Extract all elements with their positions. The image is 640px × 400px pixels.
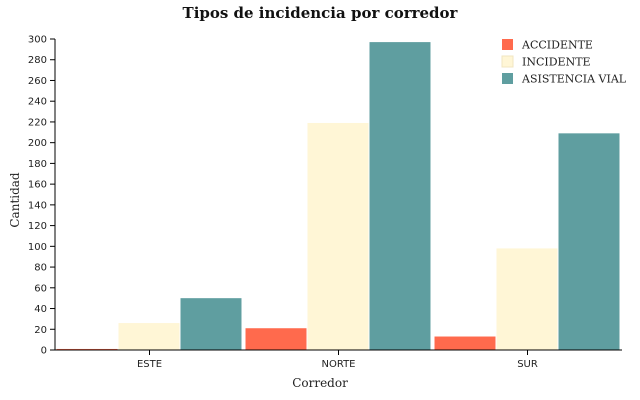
y-tick-label: 140 xyxy=(28,200,47,211)
bar-sur-incidente xyxy=(496,248,558,350)
x-axis-label: Corredor xyxy=(292,376,348,390)
y-tick-label: 160 xyxy=(28,180,47,191)
bar-norte-incidente xyxy=(307,122,369,350)
bar-sur-asistencia-vial xyxy=(558,133,620,350)
x-tick-label: SUR xyxy=(517,359,538,370)
legend-swatch xyxy=(502,73,513,84)
x-tick-label: ESTE xyxy=(137,359,162,370)
legend-label: ASISTENCIA VIAL xyxy=(521,73,627,86)
bars-group xyxy=(56,42,620,351)
bar-este-incidente xyxy=(118,323,180,350)
y-tick-label: 300 xyxy=(28,35,47,46)
y-axis: 0 20 40 60 80 100 120 140 160 180 200 220 240 260 280 3… xyxy=(28,35,56,357)
y-axis-label: Cantidad xyxy=(8,172,22,228)
bar-este-asistencia-vial xyxy=(180,298,242,350)
y-tick-label: 240 xyxy=(28,97,47,108)
legend-swatch xyxy=(502,39,513,50)
x-axis: ESTE NORTE SUR xyxy=(55,349,622,370)
y-tick-label: 280 xyxy=(28,55,47,66)
legend-label: INCIDENTE xyxy=(522,56,591,69)
legend-swatch xyxy=(501,55,514,68)
y-tick-label: 60 xyxy=(34,283,47,294)
y-tick-label: 120 xyxy=(28,221,47,232)
y-tick-label: 100 xyxy=(28,242,47,253)
y-tick-label: 220 xyxy=(28,117,47,128)
bar-sur-accidente xyxy=(434,336,496,350)
legend-label: ACCIDENTE xyxy=(521,39,593,52)
y-tick-label: 0 xyxy=(41,346,47,357)
y-tick-label: 260 xyxy=(28,76,47,87)
bar-norte-accidente xyxy=(245,328,307,350)
y-tick-label: 20 xyxy=(34,325,47,336)
y-tick-label: 200 xyxy=(28,138,47,149)
x-tick-label: NORTE xyxy=(322,359,356,370)
bar-norte-asistencia-vial xyxy=(369,42,431,351)
y-tick-label: 40 xyxy=(34,304,47,315)
bar-este-accidente xyxy=(56,348,118,350)
y-tick-label: 180 xyxy=(28,159,47,170)
y-tick-label: 80 xyxy=(34,263,47,274)
chart-title: Tipos de incidencia por corredor xyxy=(183,4,459,22)
legend: ACCIDENTE INCIDENTE ASISTENCIA VIAL xyxy=(501,39,627,86)
